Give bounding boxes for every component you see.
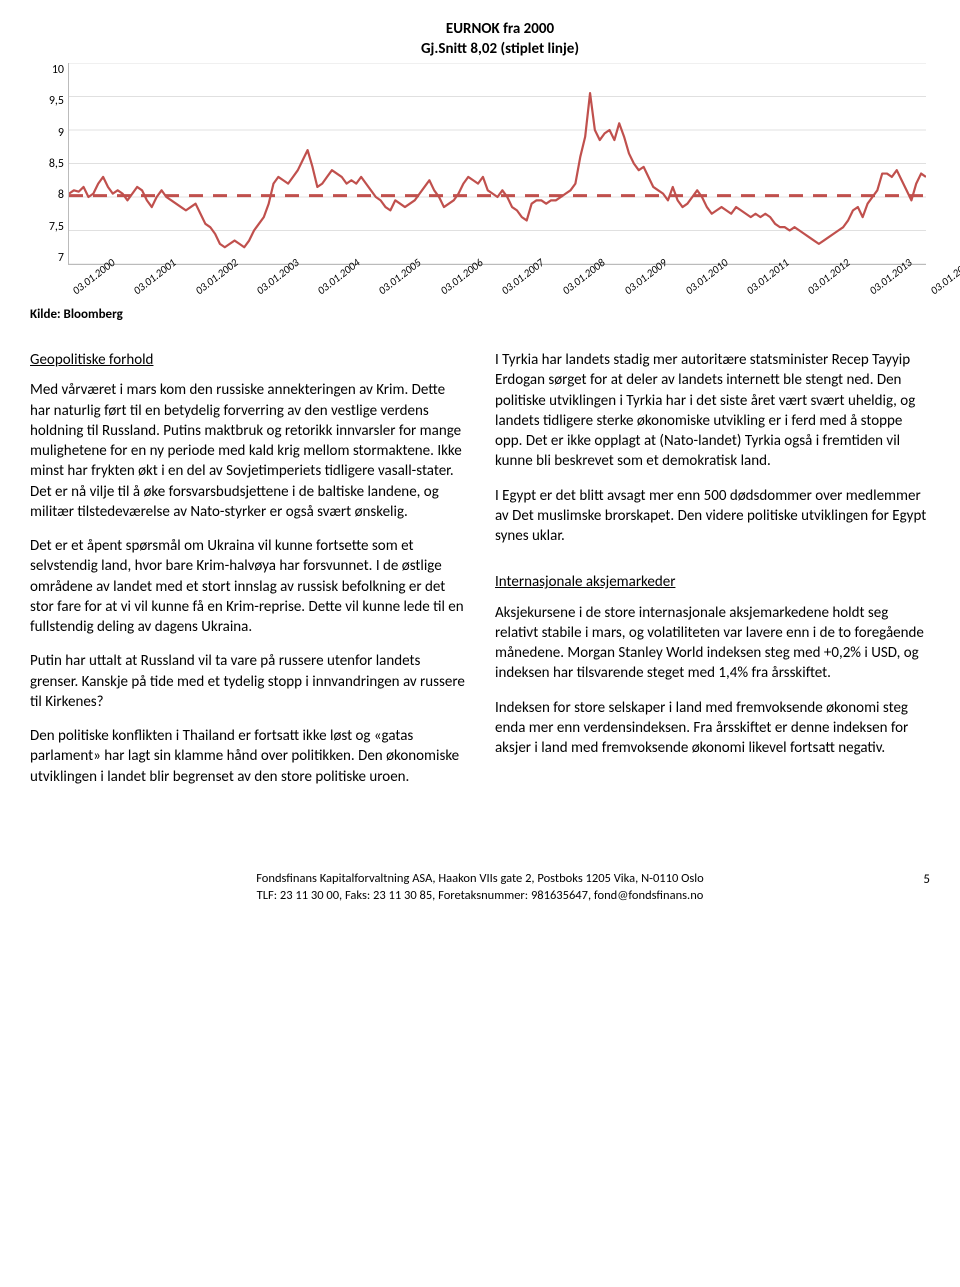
section-heading-geopolitics: Geopolitiske forhold: [30, 350, 465, 370]
page-footer: Fondsfinans Kapitalforvaltning ASA, Haak…: [30, 871, 930, 905]
right-column: I Tyrkia har landets stadig mer autoritæ…: [495, 350, 930, 801]
body-paragraph: Aksjekursene i de store internasjonale a…: [495, 603, 930, 684]
x-tick: 03.01.2009: [622, 287, 630, 297]
x-tick: 03.01.2000: [70, 287, 78, 297]
footer-line: TLF: 23 11 30 00, Faks: 23 11 30 85, For…: [30, 888, 930, 905]
y-tick: 8,5: [30, 157, 64, 171]
x-tick: 03.01.2003: [254, 287, 262, 297]
body-columns: Geopolitiske forhold Med vårværet i mars…: [30, 350, 930, 801]
y-axis: 10 9,5 9 8,5 8 7,5 7: [30, 63, 68, 265]
body-paragraph: Med vårværet i mars kom den russiske ann…: [30, 380, 465, 522]
x-tick: 03.01.2011: [744, 287, 752, 297]
y-tick: 9: [30, 126, 64, 140]
x-tick: 03.01.2007: [499, 287, 507, 297]
x-tick: 03.01.2008: [560, 287, 568, 297]
left-column: Geopolitiske forhold Med vårværet i mars…: [30, 350, 465, 801]
page-number: 5: [923, 871, 930, 889]
y-tick: 7: [30, 251, 64, 265]
body-paragraph: Putin har uttalt at Russland vil ta vare…: [30, 651, 465, 712]
body-paragraph: Den politiske konflikten i Thailand er f…: [30, 726, 465, 787]
x-tick: 03.01.2004: [315, 287, 323, 297]
x-tick: 03.01.2002: [193, 287, 201, 297]
footer-line: Fondsfinans Kapitalforvaltning ASA, Haak…: [30, 871, 930, 888]
eurnok-chart: EURNOK fra 2000 Gj.Snitt 8,02 (stiplet l…: [30, 20, 930, 322]
x-tick: 03.01.2006: [438, 287, 446, 297]
x-axis: 03.01.2000 03.01.2001 03.01.2002 03.01.2003…: [68, 265, 926, 303]
x-tick: 03.01.2012: [805, 287, 813, 297]
body-paragraph: Det er et åpent spørsmål om Ukraina vil …: [30, 536, 465, 637]
chart-subtitle: Gj.Snitt 8,02 (stiplet linje): [70, 40, 930, 60]
x-tick: 03.01.2013: [867, 287, 875, 297]
y-tick: 9,5: [30, 94, 64, 108]
chart-title: EURNOK fra 2000: [70, 20, 930, 40]
y-tick: 10: [30, 63, 64, 77]
plot-area: [68, 63, 926, 265]
x-tick: 03.01.2014: [928, 287, 936, 297]
x-tick: 03.01.2001: [131, 287, 139, 297]
x-tick: 03.01.2010: [683, 287, 691, 297]
section-heading-markets: Internasjonale aksjemarkeder: [495, 572, 930, 592]
y-tick: 8: [30, 188, 64, 202]
y-tick: 7,5: [30, 220, 64, 234]
body-paragraph: I Tyrkia har landets stadig mer autoritæ…: [495, 350, 930, 472]
chart-title-block: EURNOK fra 2000 Gj.Snitt 8,02 (stiplet l…: [30, 20, 930, 59]
chart-source: Kilde: Bloomberg: [30, 307, 930, 322]
body-paragraph: I Egypt er det blitt avsagt mer enn 500 …: [495, 486, 930, 547]
body-paragraph: Indeksen for store selskaper i land med …: [495, 698, 930, 759]
x-tick: 03.01.2005: [376, 287, 384, 297]
chart-area: 109,598,587,57 03.01.200003.01.200103.01…: [30, 63, 930, 303]
chart-svg: [69, 63, 926, 264]
